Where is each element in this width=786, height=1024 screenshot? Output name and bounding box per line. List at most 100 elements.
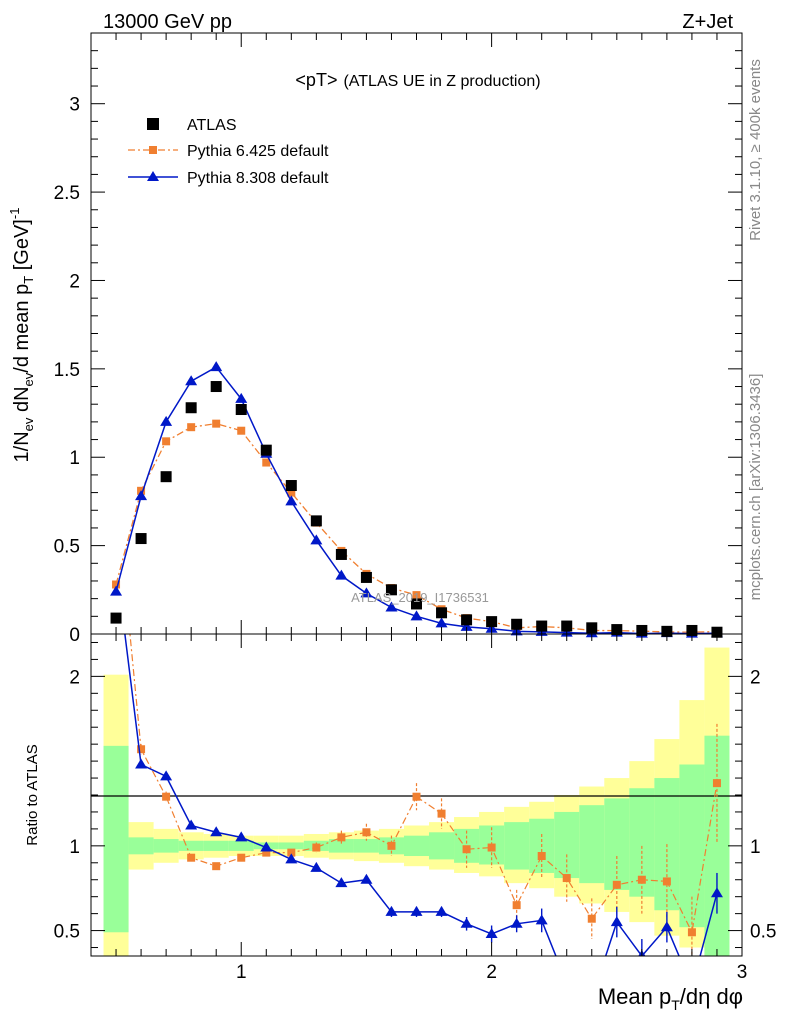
- ratio-pythia6-point: [562, 874, 571, 883]
- atlas-point: [285, 480, 297, 492]
- pythia8-point: [110, 585, 123, 596]
- ratio-y-tick-label-right: 1: [750, 837, 761, 858]
- ratio-pythia6-point: [412, 792, 421, 801]
- atlas-point: [360, 571, 372, 583]
- ratio-pythia6-point: [712, 779, 721, 788]
- pythia6-point: [162, 437, 171, 446]
- ratio-pythia6-point: [537, 852, 546, 861]
- ratio-band-inner: [178, 840, 204, 851]
- ratio-y-tick-label: 2: [69, 667, 80, 688]
- ratio-pythia8-point: [135, 758, 148, 769]
- atlas-point: [561, 620, 573, 632]
- ratio-pythia8-point: [335, 877, 348, 888]
- ratio-band-inner: [704, 735, 730, 956]
- legend-marker-pythia8: [147, 171, 159, 181]
- ratio-pythia8-point: [210, 826, 223, 837]
- pythia8-point: [160, 415, 173, 426]
- ratio-pythia6-point: [312, 843, 321, 852]
- ratio-band-inner: [228, 840, 254, 851]
- ratio-y-tick-label: 0.5: [54, 922, 80, 943]
- ratio-band-inner: [403, 835, 430, 857]
- ratio-pythia8-point: [235, 831, 248, 842]
- ratio-band-inner: [554, 811, 580, 879]
- pythia6-point: [262, 458, 271, 467]
- ratio-pythia8-point: [185, 819, 198, 830]
- atlas-point: [310, 515, 322, 527]
- ratio-pythia6-point: [137, 745, 146, 754]
- pythia8-point: [410, 610, 423, 621]
- collision-label: 13000 GeV pp: [103, 11, 232, 33]
- x-axis-label: Mean pT/dη dφ: [598, 984, 743, 1013]
- ratio-pythia8-point: [410, 905, 423, 916]
- ratio-pythia6-point: [687, 928, 696, 937]
- main-y-tick-label: 3: [69, 95, 80, 116]
- x-tick-label: 2: [486, 962, 497, 983]
- x-tick-label: 3: [737, 962, 748, 983]
- plot-title-sub: (ATLAS UE in Z production): [343, 73, 540, 90]
- ratio-band-inner: [679, 764, 705, 928]
- atlas-point: [436, 607, 448, 619]
- atlas-point: [185, 402, 197, 414]
- pythia8-point: [285, 495, 298, 506]
- ratio-band-inner: [429, 832, 455, 860]
- main-y-tick-label: 1.5: [54, 360, 80, 381]
- main-y-tick-label: 1: [69, 448, 80, 469]
- ratio-pythia6-point: [237, 853, 246, 862]
- pythia6-point: [412, 591, 421, 600]
- main-y-tick-label: 2.5: [54, 183, 80, 204]
- ratio-series-layer: [110, 557, 723, 987]
- legend-label-pythia8: Pythia 8.308 default: [187, 170, 329, 187]
- x-tick-label: 1: [236, 962, 247, 983]
- ratio-pythia6-point: [162, 792, 171, 801]
- ratio-pythia6-point: [262, 848, 271, 857]
- ratio-pythia6-point: [612, 880, 621, 889]
- ratio-band-inner: [103, 745, 129, 933]
- ratio-pythia8-point: [260, 841, 273, 852]
- ratio-band-inner: [203, 840, 229, 851]
- atlas-point: [385, 584, 397, 596]
- pythia8-point: [310, 534, 323, 545]
- ratio-pythia6-point: [637, 875, 646, 884]
- ratio-pythia6-point: [512, 901, 521, 910]
- pythia6-point: [112, 580, 121, 589]
- plot-title: <pT> (ATLAS UE in Z production): [295, 70, 540, 90]
- ratio-band-inner: [579, 805, 605, 884]
- ratio-pythia6-point: [387, 841, 396, 850]
- main-panel: 0 0.5 1 1.5 2 2.5 3 ATLAS_2019_I1736531 <pT> (A…: [7, 32, 743, 646]
- main-y-tick-label: 0: [69, 625, 80, 646]
- ratio-pythia8-point: [285, 853, 298, 864]
- atlas-point: [160, 471, 172, 483]
- atlas-point: [335, 548, 347, 560]
- ratio-pythia8-point: [110, 557, 122, 567]
- ratio-band-inner: [353, 839, 379, 853]
- ratio-pythia6-point: [662, 877, 671, 886]
- pythia8-point: [460, 620, 473, 631]
- atlas-point: [135, 533, 147, 545]
- ratio-panel: 1 2 30.5 0.51 12 2 Ratio to ATLAS: [24, 557, 776, 987]
- ratio-band-inner: [328, 839, 354, 853]
- ratio-y-tick-label-right: 0.5: [750, 922, 776, 943]
- pythia6-point: [212, 419, 221, 428]
- main-y-tick-label: 2: [69, 271, 80, 292]
- pythia8-point: [185, 375, 198, 386]
- ratio-pythia6-point: [287, 848, 296, 857]
- ratio-pythia8-point: [535, 914, 548, 925]
- ratio-pythia6-point: [362, 828, 371, 837]
- ratio-pythia8-point: [160, 770, 173, 781]
- legend-label-pythia6: Pythia 6.425 default: [187, 143, 329, 160]
- analysis-watermark: ATLAS_2019_I1736531: [351, 590, 489, 605]
- pythia6-point: [187, 423, 196, 432]
- legend-label-atlas: ATLAS: [187, 117, 237, 134]
- ratio-pythia8-point: [561, 977, 573, 987]
- atlas-point: [461, 614, 473, 626]
- ratio-band-inner: [128, 837, 154, 855]
- atlas-point: [210, 381, 222, 393]
- ratio-pythia8-point: [460, 917, 473, 928]
- atlas-point: [511, 618, 523, 630]
- ratio-pythia8: [110, 557, 723, 987]
- atlas-point: [110, 612, 122, 624]
- legend: ATLAS Pythia 6.425 default Pythia 8.308 …: [128, 117, 329, 187]
- y-axis-label: 1/Nev dNev/d mean pT [GeV]-1: [7, 208, 36, 463]
- ratio-pythia6-point: [212, 862, 221, 871]
